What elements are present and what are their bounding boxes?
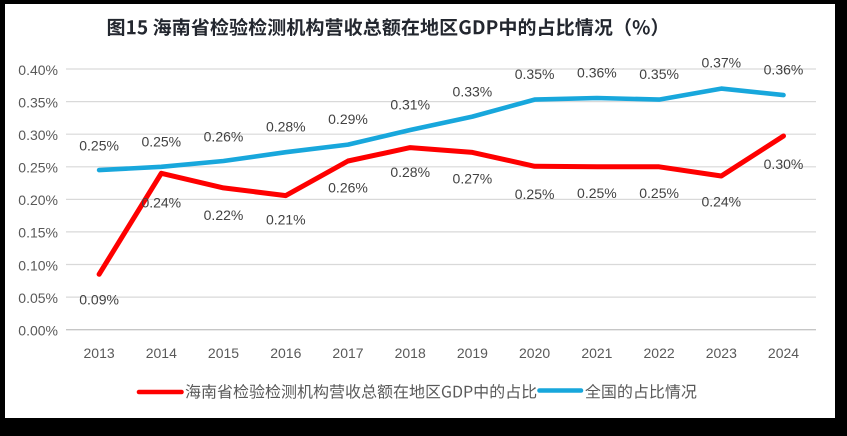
svg-text:0.35%: 0.35% (515, 66, 555, 82)
svg-text:0.24%: 0.24% (701, 194, 741, 210)
svg-text:2021: 2021 (581, 345, 612, 361)
svg-text:0.15%: 0.15% (18, 225, 58, 241)
svg-text:0.28%: 0.28% (390, 164, 430, 180)
svg-text:0.26%: 0.26% (328, 180, 368, 196)
svg-text:0.20%: 0.20% (18, 192, 58, 208)
svg-text:0.25%: 0.25% (79, 138, 119, 154)
svg-text:0.25%: 0.25% (18, 160, 58, 176)
svg-text:0.26%: 0.26% (204, 128, 244, 144)
svg-text:0.33%: 0.33% (453, 83, 493, 99)
svg-text:0.00%: 0.00% (18, 323, 58, 339)
svg-text:2022: 2022 (644, 345, 675, 361)
svg-text:0.36%: 0.36% (577, 65, 617, 81)
svg-text:0.10%: 0.10% (18, 257, 58, 273)
svg-text:2015: 2015 (208, 345, 239, 361)
svg-text:2018: 2018 (395, 345, 426, 361)
svg-text:2014: 2014 (146, 345, 177, 361)
svg-text:0.40%: 0.40% (18, 62, 58, 78)
svg-text:0.36%: 0.36% (764, 62, 804, 78)
svg-text:0.21%: 0.21% (266, 212, 306, 228)
svg-text:0.05%: 0.05% (18, 290, 58, 306)
svg-text:2019: 2019 (457, 345, 488, 361)
svg-text:2017: 2017 (332, 345, 363, 361)
svg-text:2024: 2024 (768, 345, 799, 361)
svg-text:0.24%: 0.24% (141, 194, 181, 210)
svg-text:0.28%: 0.28% (266, 119, 306, 135)
svg-text:0.37%: 0.37% (701, 54, 741, 70)
svg-text:0.09%: 0.09% (79, 291, 119, 307)
svg-text:2020: 2020 (519, 345, 550, 361)
svg-text:0.25%: 0.25% (577, 185, 617, 201)
svg-text:2023: 2023 (706, 345, 737, 361)
svg-text:0.25%: 0.25% (141, 133, 181, 149)
svg-text:0.30%: 0.30% (18, 127, 58, 143)
svg-text:0.29%: 0.29% (328, 111, 368, 127)
svg-text:0.35%: 0.35% (639, 66, 679, 82)
svg-text:0.35%: 0.35% (18, 94, 58, 110)
svg-text:2013: 2013 (84, 345, 115, 361)
svg-text:0.31%: 0.31% (390, 97, 430, 113)
svg-text:0.25%: 0.25% (639, 185, 679, 201)
svg-text:0.25%: 0.25% (515, 186, 555, 202)
svg-text:0.30%: 0.30% (764, 156, 804, 172)
svg-text:2016: 2016 (270, 345, 301, 361)
svg-text:0.27%: 0.27% (453, 170, 493, 186)
svg-text:0.22%: 0.22% (204, 207, 244, 223)
